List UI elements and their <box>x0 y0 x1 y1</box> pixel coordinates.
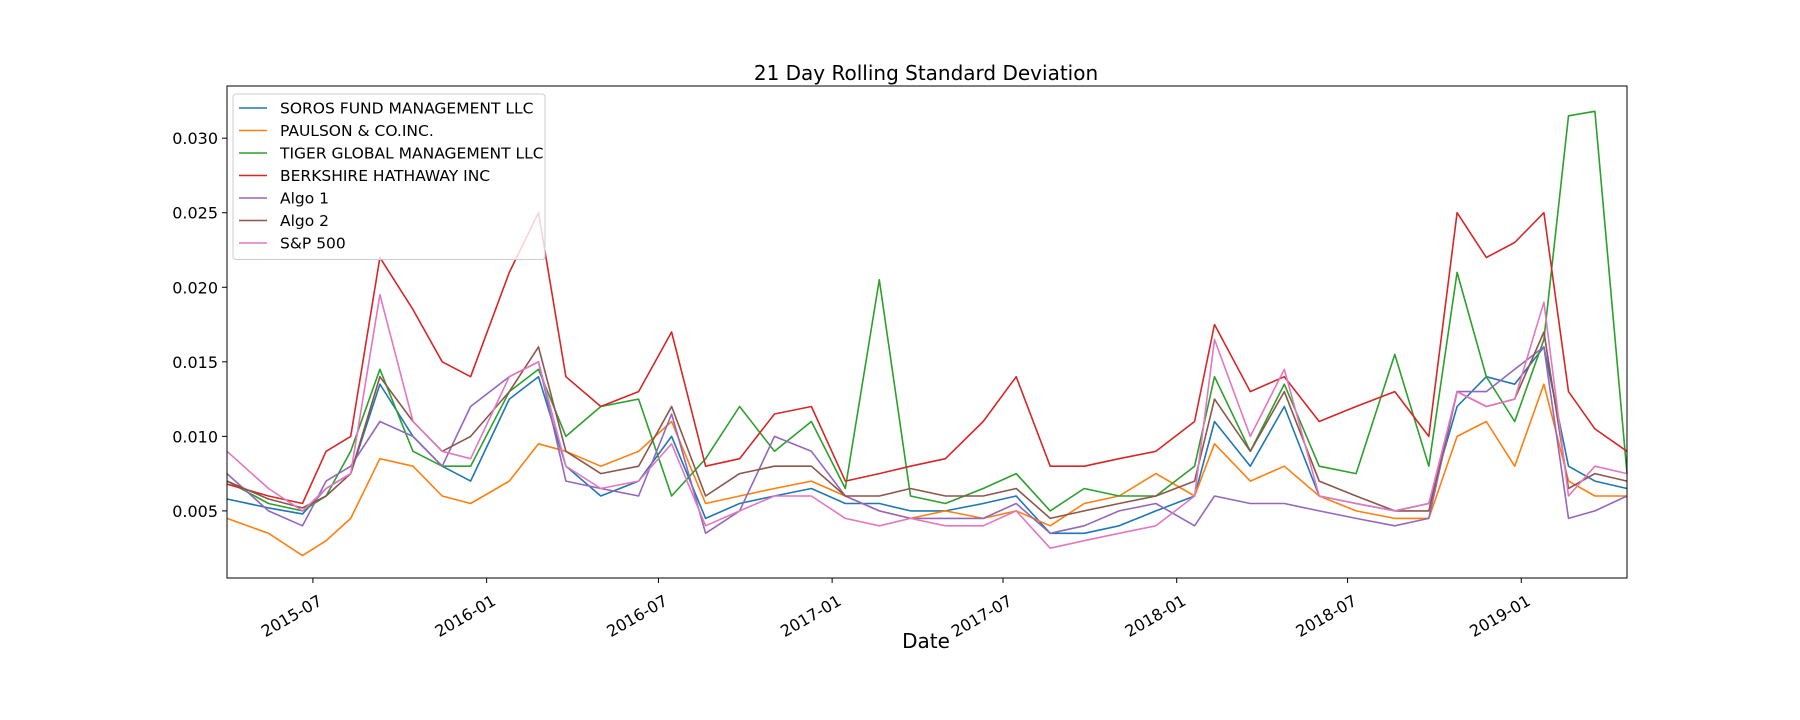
series-line-5 <box>226 331 1628 520</box>
legend-label-4: Algo 1 <box>280 190 329 208</box>
legend-box <box>232 93 546 260</box>
y-tick-label-4: 0.025 <box>172 204 218 223</box>
legend-label-5: Algo 2 <box>280 212 329 230</box>
series-line-4 <box>226 346 1628 535</box>
legend-label-3: BERKSHIRE HATHAWAY INC <box>280 167 490 185</box>
legend-label-0: SOROS FUND MANAGEMENT LLC <box>280 100 533 118</box>
series-layer <box>226 110 1628 557</box>
x-axis: 2015-07 2016-01 2016-07 2017-01 2017-07 2018-… <box>258 578 1534 641</box>
legend-label-2: TIGER GLOBAL MANAGEMENT LLC <box>279 145 544 163</box>
x-tick-label-5: 2018-01 <box>1122 591 1189 641</box>
y-axis: 0.005 0.010 0.015 0.020 0.025 0.030 <box>172 129 227 521</box>
series-line-6 <box>226 293 1628 550</box>
y-tick-label-5: 0.030 <box>172 129 218 148</box>
series-line-1 <box>226 383 1627 557</box>
x-tick-label-2: 2016-07 <box>603 591 670 641</box>
plot-frame <box>226 85 1628 579</box>
x-axis-label: Date <box>902 629 950 653</box>
y-tick-label-1: 0.010 <box>172 427 218 446</box>
y-tick-label-3: 0.020 <box>172 278 218 297</box>
x-tick-label-0: 2015-07 <box>258 591 325 641</box>
series-line-3 <box>226 211 1628 505</box>
x-tick-label-1: 2016-01 <box>432 591 499 641</box>
x-tick-label-4: 2017-07 <box>948 591 1015 641</box>
series-line-2 <box>226 110 1628 512</box>
legend-label-6: S&P 500 <box>280 235 346 253</box>
x-tick-label-6: 2018-07 <box>1293 591 1360 641</box>
legend-label-1: PAULSON & CO.INC. <box>280 122 434 140</box>
y-tick-label-2: 0.015 <box>172 353 218 372</box>
chart-title: 21 Day Rolling Standard Deviation <box>754 61 1098 85</box>
x-tick-label-7: 2019-01 <box>1466 591 1533 641</box>
y-tick-label-0: 0.005 <box>172 502 218 521</box>
x-tick-label-3: 2017-01 <box>777 591 844 641</box>
legend: SOROS FUND MANAGEMENT LLC PAULSON & CO.IN… <box>232 93 546 260</box>
